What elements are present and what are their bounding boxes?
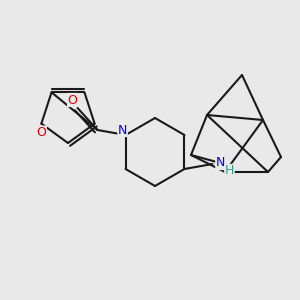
Text: N: N [216,157,225,169]
Text: N: N [118,124,127,136]
Text: H: H [225,164,234,178]
Text: O: O [68,94,77,106]
Text: O: O [36,126,46,139]
